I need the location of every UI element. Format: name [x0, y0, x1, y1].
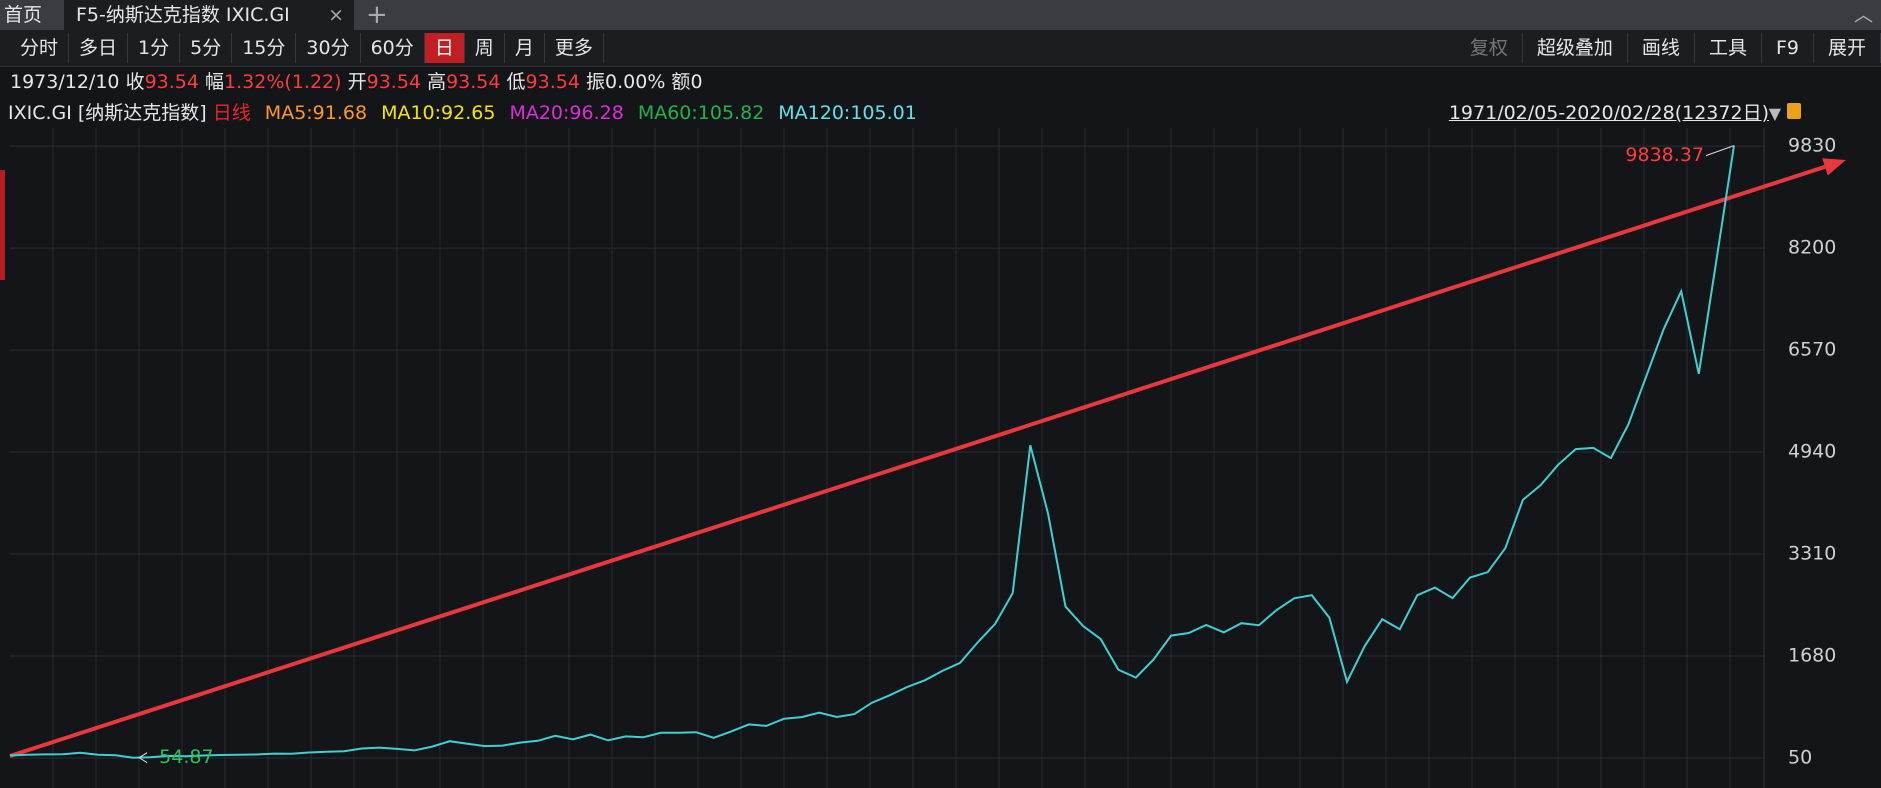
close-icon[interactable]: × — [328, 4, 344, 26]
quote-label: 幅 — [205, 71, 225, 93]
quote-value: 0.00% — [605, 71, 666, 93]
period-button[interactable]: 60分 — [361, 33, 425, 63]
period-button[interactable]: 15分 — [232, 33, 297, 63]
period-button[interactable]: 分时 — [10, 33, 70, 63]
y-tick-label: 4940 — [1788, 441, 1836, 463]
quote-date: 1973/12/10 — [10, 71, 120, 93]
y-tick-label: 8200 — [1788, 237, 1836, 259]
quote-value: 1.32%(1.22) — [224, 71, 342, 93]
date-range[interactable]: 1971/02/05-2020/02/28(12372日) — [1448, 102, 1769, 124]
quote-value: 93.54 — [366, 71, 422, 93]
quote-bar: 1973/12/10 收93.54 幅1.32%(1.22) 开93.54 高9… — [10, 68, 703, 96]
tool-button[interactable]: 超级叠加 — [1523, 33, 1628, 63]
grid — [10, 128, 1765, 788]
quote-value: 93.54 — [144, 71, 199, 93]
quote-label: 振 — [586, 71, 606, 93]
tab-bar: 首页 F5-纳斯达克指数 IXIC.GI × + ︿ — [0, 0, 1881, 30]
plot-bg — [0, 128, 1881, 788]
min-pointer — [138, 752, 148, 764]
ma-value: MA10:92.65 — [381, 102, 496, 124]
collapse-icon[interactable]: ︿ — [1853, 4, 1873, 26]
y-tick-label: 50 — [1788, 746, 1812, 768]
tool-button[interactable]: F9 — [1762, 33, 1814, 63]
period-button[interactable]: 周 — [465, 33, 505, 63]
period-button[interactable]: 更多 — [545, 33, 604, 63]
quote-value: 93.54 — [446, 71, 501, 93]
period-buttons: 分时 多日 1分 5分 15分 30分 60分日周月更多 — [10, 33, 604, 63]
lock-icon[interactable] — [1787, 103, 1801, 119]
y-tick-label: 6570 — [1788, 339, 1836, 361]
ma-legend: IXIC.GI [纳斯达克指数] 日线 MA5:91.68 MA10:92.65 MA… — [8, 99, 917, 127]
y-tick-label: 9830 — [1788, 135, 1836, 157]
ma-value: MA20:96.28 — [509, 102, 624, 124]
ma-value: MA120:105.01 — [778, 102, 917, 124]
max-label: 9838.37 — [1625, 144, 1704, 166]
quote-label: 额 — [671, 71, 691, 93]
period-label: 日线 — [212, 102, 251, 124]
min-label: 54.87 — [159, 746, 213, 768]
quote-label: 开 — [347, 71, 367, 93]
period-button[interactable]: 月 — [505, 33, 545, 63]
y-tick-label: 1680 — [1788, 645, 1836, 667]
period-button[interactable]: 多日 — [69, 33, 129, 63]
quote-label: 收 — [125, 71, 145, 93]
symbol: IXIC.GI [纳斯达克指数] — [8, 102, 207, 124]
quote-label: 低 — [506, 71, 526, 93]
active-tab[interactable]: F5-纳斯达克指数 IXIC.GI × — [64, 0, 354, 30]
period-button[interactable]: 30分 — [296, 33, 361, 63]
price-line — [9, 145, 1735, 759]
drawn-trend-line — [9, 164, 1826, 758]
home-tab[interactable]: 首页 — [4, 4, 43, 26]
max-pointer — [1705, 145, 1735, 157]
period-button[interactable]: 日 — [424, 33, 465, 63]
dropdown-icon[interactable]: ▼ — [1768, 104, 1781, 123]
tool-button[interactable]: 复权 — [1456, 33, 1523, 63]
tool-buttons: 复权 超级叠加 画线 工具 F9 展开 — [1456, 33, 1881, 63]
tab-title: F5-纳斯达克指数 IXIC.GI — [76, 4, 290, 26]
period-button[interactable]: 5分 — [180, 33, 233, 63]
side-strip — [0, 170, 5, 280]
tool-button[interactable]: 画线 — [1628, 33, 1695, 63]
tool-button[interactable]: 工具 — [1695, 33, 1762, 63]
quote-label: 高 — [427, 71, 447, 93]
arrow-head — [1822, 158, 1846, 176]
quote-value: 93.54 — [525, 71, 580, 93]
period-button[interactable]: 1分 — [128, 33, 181, 63]
ma-value: MA5:91.68 — [264, 102, 368, 124]
tool-button[interactable]: 展开 — [1814, 33, 1881, 63]
toolbar: 分时 多日 1分 5分 15分 30分 60分日周月更多 复权 超级叠加 画线 工具 F9 展开 — [0, 30, 1881, 67]
add-tab[interactable]: + — [366, 0, 388, 30]
quote-value: 0 — [690, 71, 703, 93]
y-tick-label: 3310 — [1788, 543, 1836, 565]
ma-value: MA60:105.82 — [637, 102, 765, 124]
